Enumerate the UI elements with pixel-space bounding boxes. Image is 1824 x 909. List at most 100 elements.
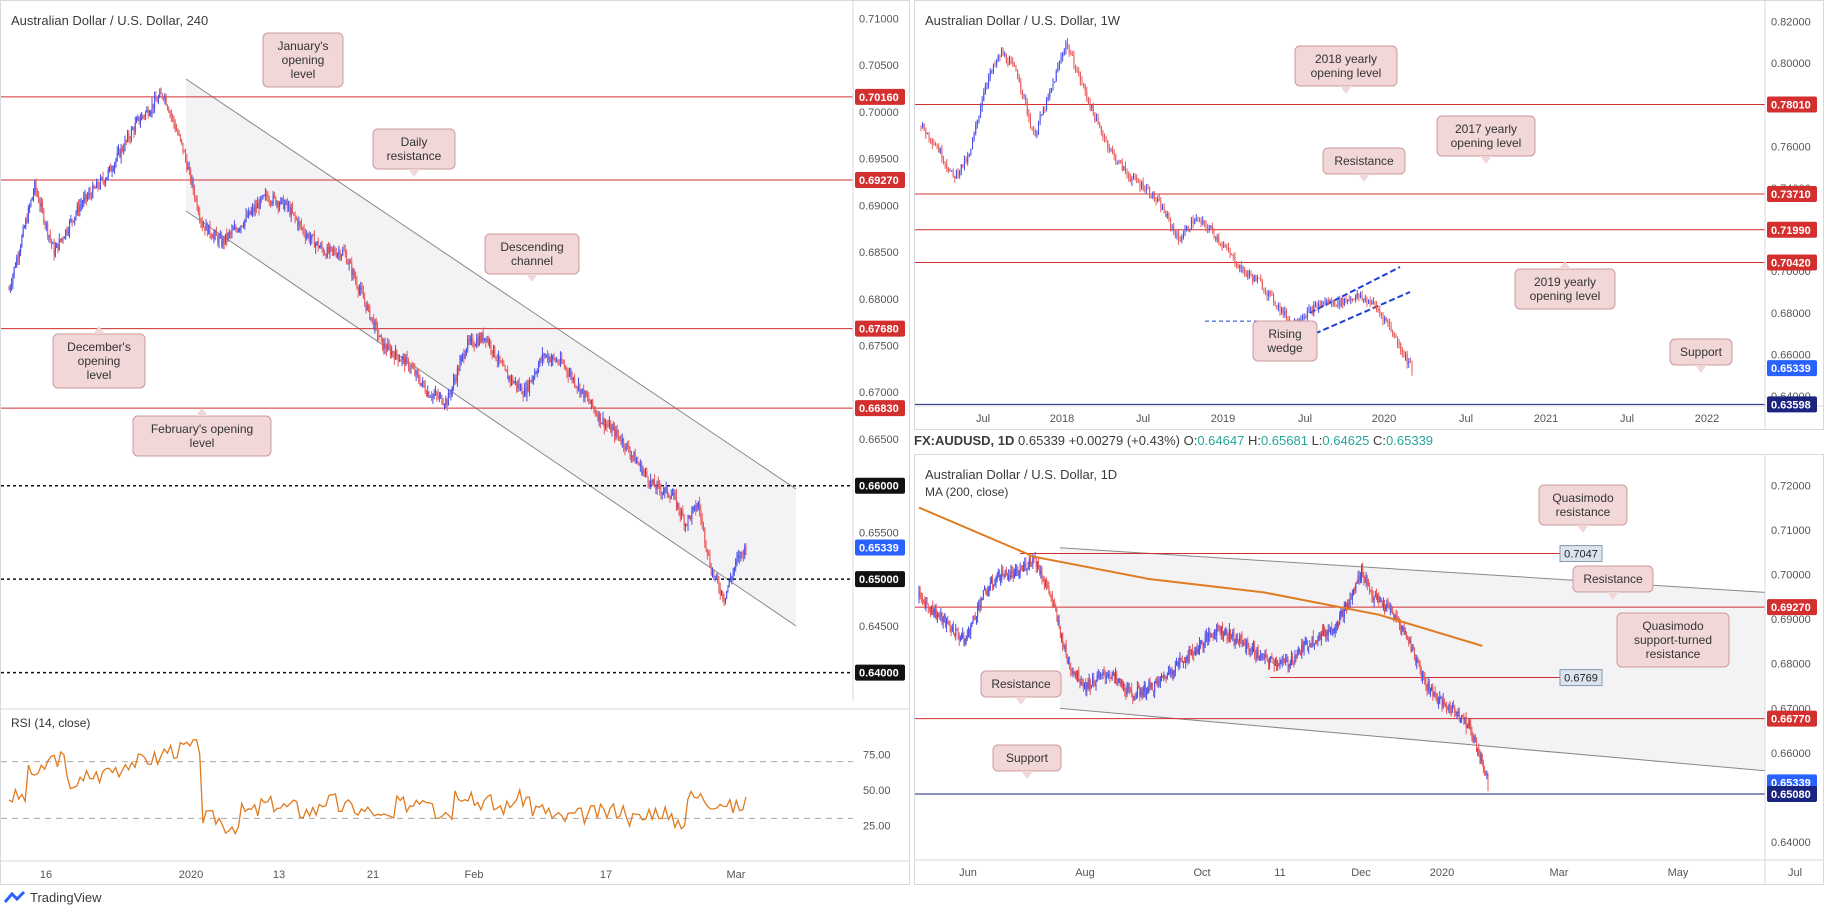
annotation-label: wedge [1266,341,1303,355]
candle-body [1236,634,1238,641]
candle-body [203,226,205,228]
candle-body [733,567,735,572]
candle-body [1442,699,1444,708]
candle-body [1020,82,1022,90]
chart-daily[interactable]: 0.720000.710000.700000.690000.680000.670… [915,455,1824,885]
candle-body [66,229,68,234]
candle-body [926,602,928,605]
candle-body [351,263,353,276]
candle-body [156,100,158,103]
candle-body [1347,299,1349,302]
candle-body [1136,177,1138,182]
candle-body [1324,302,1326,304]
candle-body [1105,138,1107,141]
candle-body [1412,647,1414,649]
candle-body [240,225,242,229]
date-tick-label: Dec [1351,867,1371,879]
candle-body [312,234,314,236]
candle-body [641,463,643,475]
candle-body [1361,565,1363,578]
candle-body [1312,636,1314,645]
candle-body [1092,677,1094,686]
candle-body [548,357,550,361]
candle-body [1175,661,1177,666]
candle-body [1179,239,1181,241]
date-tick-label: 16 [40,869,52,881]
candle-body [920,125,922,128]
candle-body [281,198,283,200]
candle-body [557,360,559,364]
candle-body [1186,226,1188,230]
candle-body [1028,113,1030,118]
price-tick-label: 0.70500 [859,60,899,72]
candle-body [1365,578,1367,583]
candle-body [1080,682,1082,684]
candle-body [121,147,123,151]
price-tick-label: 0.82000 [1771,16,1811,28]
candle-body [303,228,305,234]
candle-body [1370,590,1372,592]
candle-body [742,552,744,557]
candle-body [102,177,104,181]
candle-body [688,515,690,517]
price-tick-label: 0.69500 [859,154,899,166]
candle-body [1361,295,1363,300]
candle-body [1411,362,1413,371]
footer: TradingView [0,885,1824,909]
chart-weekly[interactable]: 0.820000.800000.780000.760000.740000.720… [915,1,1824,430]
candle-body [190,168,192,183]
candle-body [317,241,319,249]
candle-body [1253,646,1255,648]
candle-body [995,579,997,585]
candle-body [379,335,381,337]
candle-body [437,394,439,398]
candle-body [580,389,582,394]
candle-body [989,582,991,589]
candle-body [1404,631,1406,634]
candle-body [1286,659,1288,661]
candle-body [1116,673,1118,680]
candle-body [1078,670,1080,682]
candle-body [975,616,977,619]
candle-body [1088,680,1090,688]
candle-body [981,100,983,108]
candle-body [719,589,721,594]
ohlc-low-label: L: [1311,433,1323,448]
candle-body [1250,650,1252,652]
candle-body [954,633,956,637]
candle-body [712,571,713,576]
ma-200-line [918,506,1483,647]
candle-body [246,214,248,217]
candle-body [1424,677,1426,684]
candle-body [558,363,560,365]
candle-body [315,243,317,248]
candle-body [1345,298,1347,302]
candle-body [440,395,442,397]
candle-body [982,589,984,599]
candle-body [932,605,934,615]
candle-body [1097,117,1099,124]
candle-body [324,253,326,255]
candle-body [49,235,51,240]
candle-body [1124,166,1126,172]
candle-body [374,321,376,329]
candle-body [223,238,225,243]
candle-body [724,598,726,602]
candle-body [276,202,278,205]
candle-body [72,220,74,222]
chart-h4[interactable]: 0.710000.705000.700000.695000.690000.685… [1,1,910,885]
candle-body [663,492,665,494]
candle-body [972,616,974,623]
candle-body [157,97,159,103]
candle-body [1240,635,1242,638]
candle-body [237,229,239,232]
candle-body [578,384,579,388]
candle-body [567,372,569,376]
date-tick-label: 11 [1274,867,1285,879]
candle-body [285,200,287,204]
candle-body [306,235,308,238]
candle-body [1330,626,1332,633]
candle-body [648,482,650,486]
candle-body [1372,596,1374,601]
candle-body [1050,596,1052,598]
